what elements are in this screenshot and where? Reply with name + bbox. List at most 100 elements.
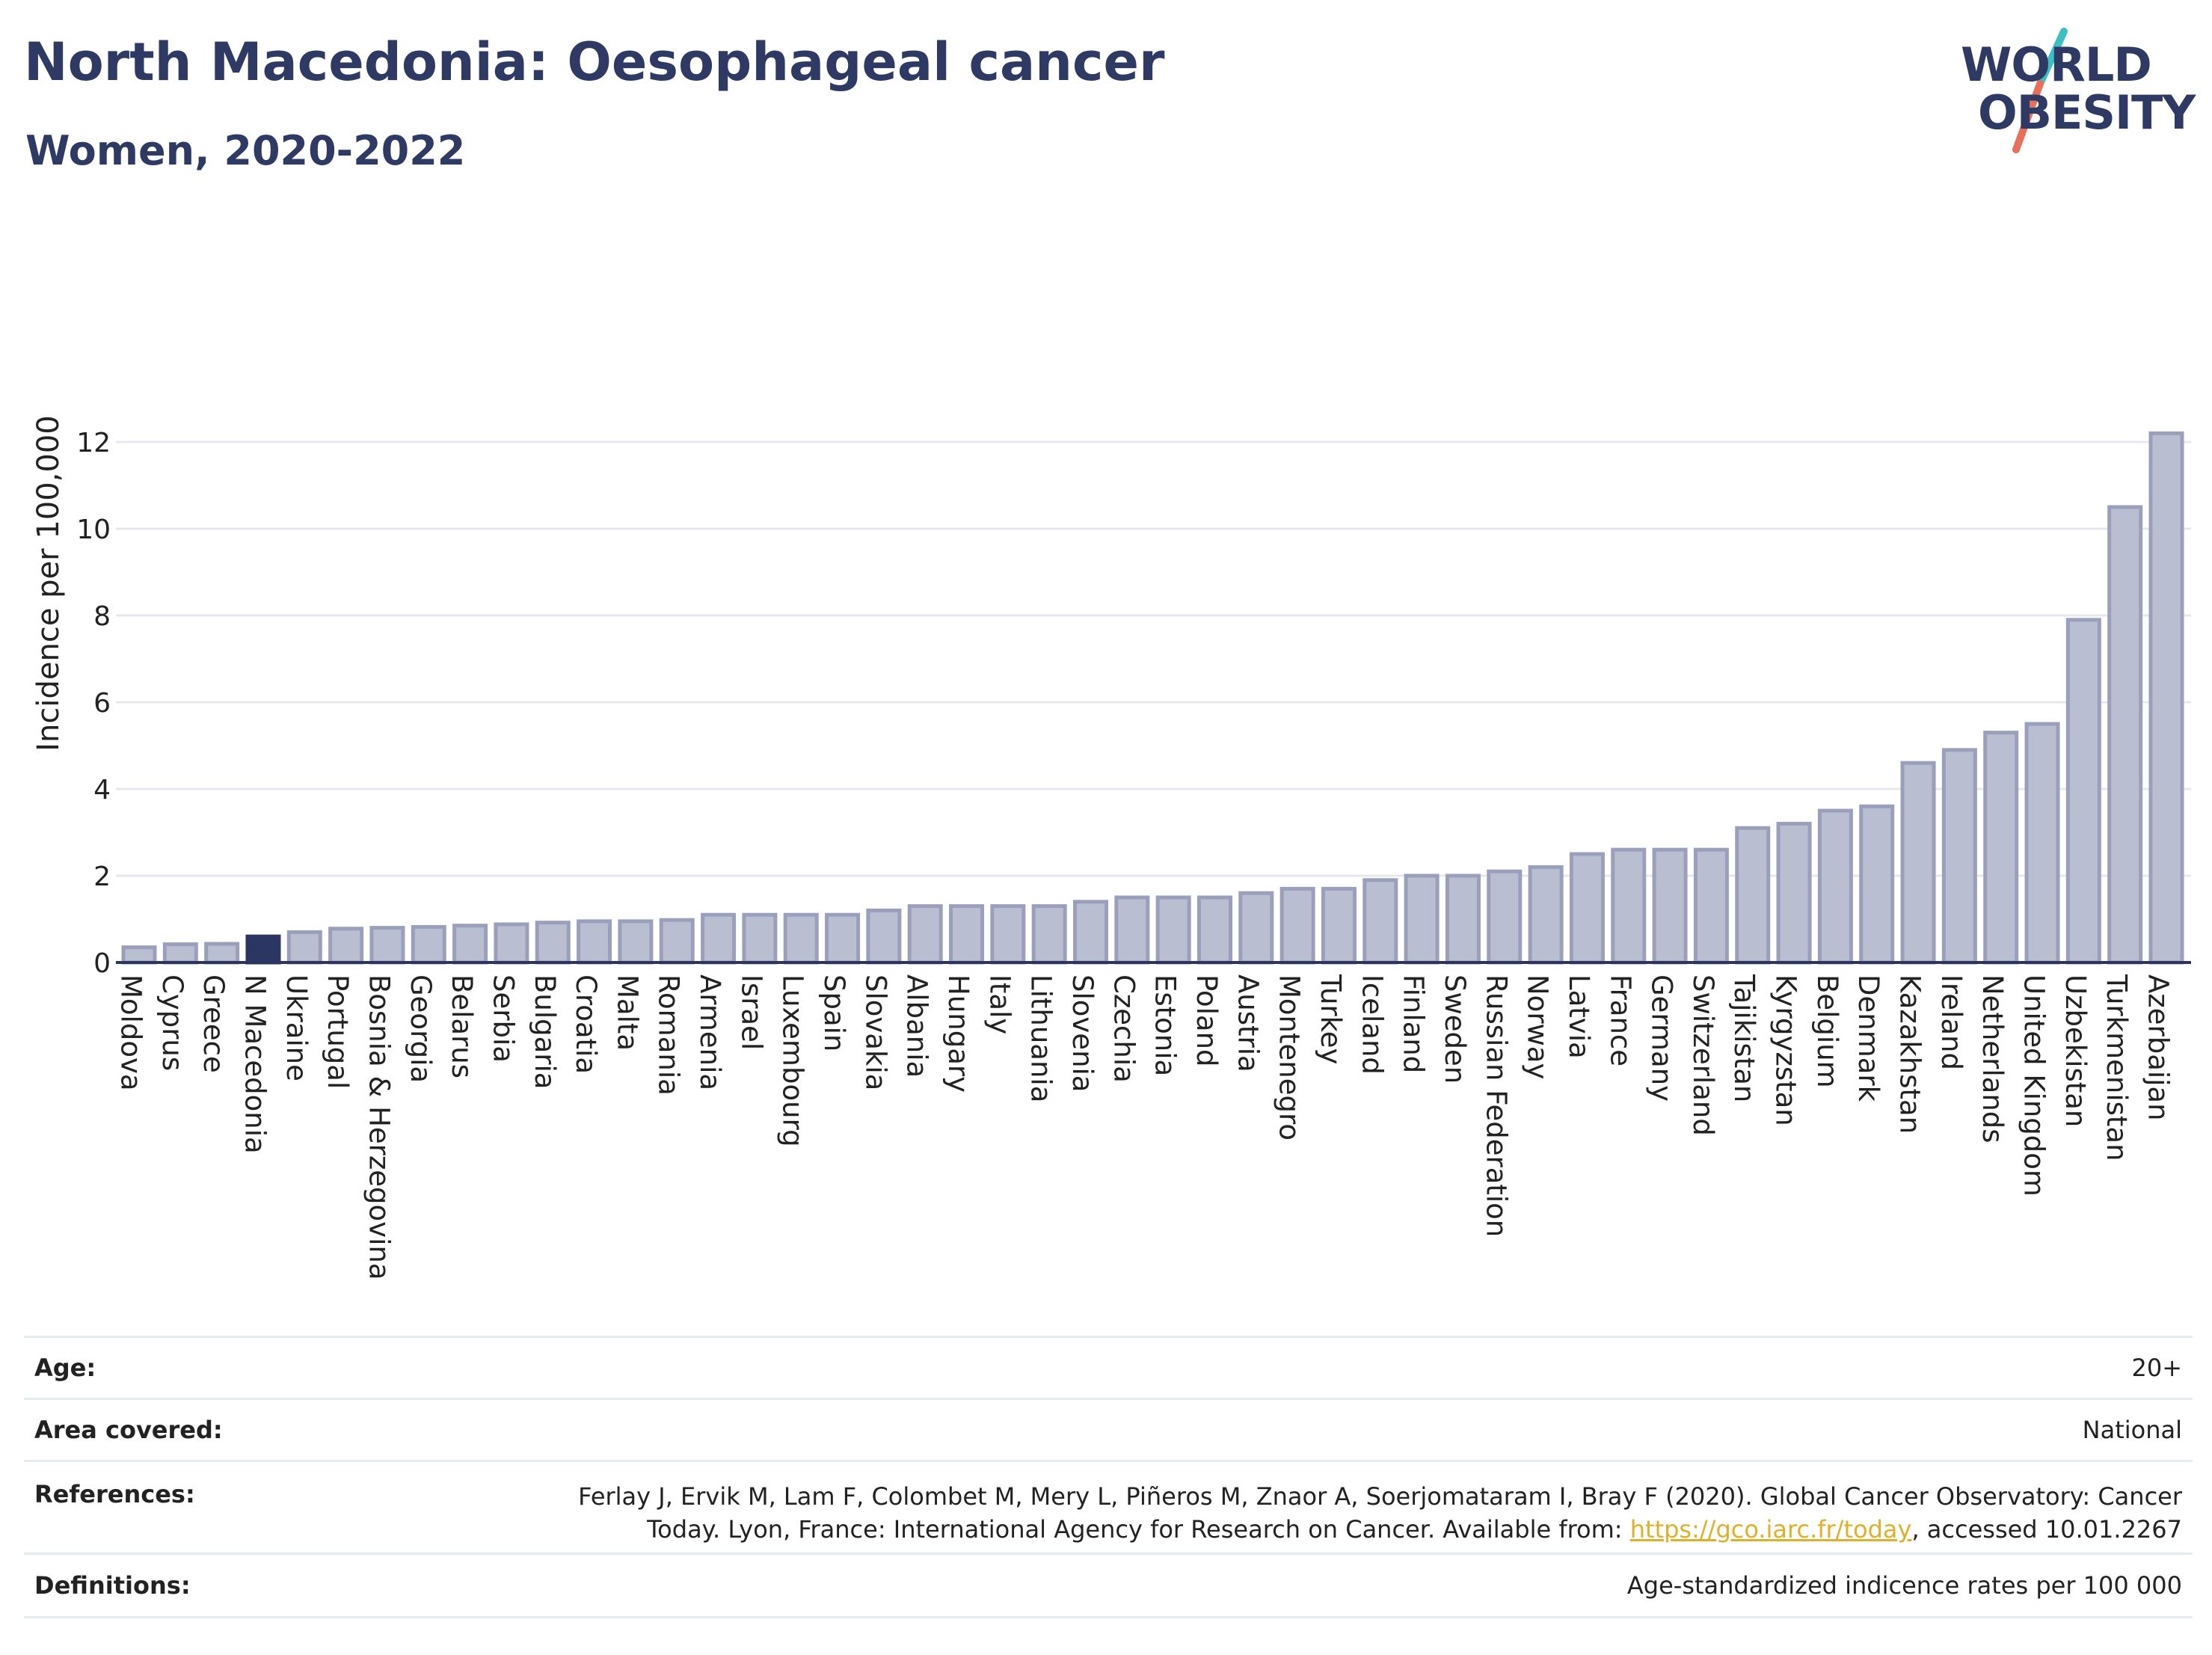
bar [618,919,654,965]
bar-highlighted [245,934,281,965]
bar [2148,431,2184,965]
meta-age-value: 20+ [2131,1354,2182,1382]
bar [1196,895,1232,965]
x-tick-label: Moldova [115,974,147,1091]
x-tick-label: Turkmenistan [2101,974,2133,1161]
meta-definitions-label: Definitions: [34,1571,191,1600]
y-tick-label: 8 [93,601,111,632]
x-tick-label: Belgium [1811,974,1843,1088]
bar [2024,722,2060,965]
bar [1404,873,1440,965]
bar [121,945,157,965]
x-tick-label: Luxembourg [777,974,809,1147]
x-tick-label: Spain [818,974,850,1051]
x-tick-label: Germany [1646,974,1678,1102]
bar [411,924,446,965]
logo-text-world: WORLD [1961,37,2152,92]
meta-age-label: Age: [34,1354,96,1382]
bar [783,912,819,965]
bar [286,930,322,965]
references-line-2-post: , accessed 10.01.2267 [1911,1515,2182,1544]
bar [1652,847,1688,965]
x-tick-label: Armenia [694,974,726,1090]
meta-row-area: Area covered: National [24,1398,2193,1460]
bar [659,918,695,965]
bar-chart: 0 2 4 6 8 10 12 Moldova Cyprus Greece N Macedonia… [31,415,2191,1280]
x-tick-label: Portugal [322,974,354,1089]
bar [701,912,737,965]
x-tick-label: Netherlands [1976,974,2009,1143]
bar [1569,852,1605,965]
bar [1817,808,1853,965]
references-link[interactable]: https://gco.iarc.fr/today [1629,1515,1912,1544]
x-tick-label: Israel [735,974,767,1050]
bar [1611,847,1647,965]
category-labels: Moldova Cyprus Greece N Macedonia Ukraine Por… [115,974,2175,1280]
x-tick-label: Czechia [1107,974,1140,1083]
bars [121,431,2184,965]
bar [2107,505,2143,965]
x-tick-label: Malta [611,974,643,1051]
x-tick-label: United Kingdom [2018,974,2050,1197]
bar [162,942,198,965]
bar [577,919,612,965]
bar [1859,804,1895,965]
bar [535,921,571,965]
x-tick-label: Austria [1232,974,1264,1072]
meta-references-label: References: [34,1480,195,1508]
bar [328,927,364,965]
x-tick-label: Bosnia & Herzegovina [363,974,395,1280]
page-subtitle: Women, 2020-2022 [25,127,466,174]
bar [452,924,488,965]
bar [907,904,943,965]
x-tick-label: Italy [983,974,1016,1034]
x-tick-label: Turkey [1315,974,1347,1064]
x-tick-label: Norway [1522,974,1554,1079]
bar [1776,821,1812,965]
x-tick-label: Azerbaijan [2142,974,2175,1121]
x-tick-label: Georgia [405,974,437,1083]
y-tick-label: 10 [76,515,111,545]
logo-slash-icon [2012,28,2068,153]
x-tick-label: Sweden [1439,974,1471,1084]
x-tick-label: Latvia [1563,974,1595,1059]
bar [1155,895,1191,965]
x-tick-label: France [1604,974,1636,1066]
y-axis-label: Incidence per 100,000 [31,415,66,752]
x-tick-label: Greece [197,974,230,1073]
x-tick-label: Poland [1191,974,1223,1067]
bar [1900,761,1936,965]
bar [1487,869,1523,965]
bar [1983,731,2019,965]
x-tick-label: Slovakia [859,974,891,1090]
bar [1445,873,1481,965]
bar [1528,865,1564,965]
bar [1362,878,1398,965]
x-tick-label: Croatia [570,974,602,1074]
bar [1031,904,1067,965]
x-tick-label: Albania [901,974,933,1078]
bar [949,904,985,965]
x-tick-label: Romania [653,974,685,1096]
x-tick-label: Ireland [1935,974,1967,1070]
y-tick-label: 0 [93,948,111,979]
references-line-1: Ferlay J, Ervik M, Lam F, Colombet M, Me… [578,1482,2182,1511]
page-title: North Macedonia: Oesophageal cancer [24,31,1165,93]
bar [1279,886,1315,965]
x-tick-label: Kyrgyzstan [1770,974,1802,1126]
x-tick-label: Hungary [942,974,974,1093]
metadata-table: Age: 20+ Area covered: National Referenc… [24,1336,2193,1618]
bar [1941,748,1977,965]
meta-row-definitions: Definitions: Age-standardized indicence … [24,1553,2193,1618]
meta-row-references: References: Ferlay J, Ervik M, Lam F, Co… [24,1460,2193,1553]
bar [2065,618,2101,965]
x-tick-label: Denmark [1852,974,1884,1102]
meta-row-age: Age: 20+ [24,1336,2193,1398]
x-tick-label: Ukraine [280,974,313,1081]
bar [866,908,902,965]
x-tick-label: Belarus [446,974,478,1078]
bar [1114,895,1150,965]
meta-area-label: Area covered: [34,1416,223,1444]
x-tick-label: Switzerland [1687,974,1719,1136]
x-tick-label: Slovenia [1066,974,1099,1092]
